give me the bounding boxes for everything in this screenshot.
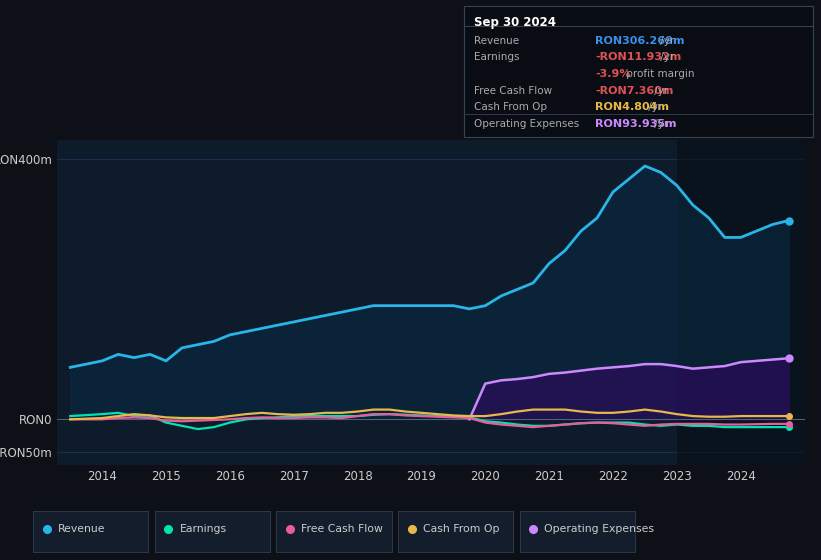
Text: RON4.804m: RON4.804m: [595, 102, 669, 112]
FancyBboxPatch shape: [276, 511, 392, 552]
Text: Earnings: Earnings: [474, 53, 519, 63]
Text: Sep 30 2024: Sep 30 2024: [474, 16, 556, 29]
Text: Free Cash Flow: Free Cash Flow: [301, 524, 383, 534]
Bar: [677, 140, 818, 465]
Text: RON306.269m: RON306.269m: [595, 36, 685, 46]
FancyBboxPatch shape: [398, 511, 513, 552]
Text: /yr: /yr: [651, 86, 668, 96]
Text: Cash From Op: Cash From Op: [474, 102, 547, 112]
Text: -3.9%: -3.9%: [595, 69, 631, 79]
FancyBboxPatch shape: [520, 511, 635, 552]
Text: -RON7.360m: -RON7.360m: [595, 86, 673, 96]
Text: /yr: /yr: [651, 119, 668, 129]
Text: profit margin: profit margin: [623, 69, 695, 79]
Text: /yr: /yr: [657, 36, 674, 46]
Text: -RON11.932m: -RON11.932m: [595, 53, 681, 63]
FancyBboxPatch shape: [33, 511, 149, 552]
Text: /yr: /yr: [657, 53, 674, 63]
Text: Operating Expenses: Operating Expenses: [474, 119, 579, 129]
Text: Free Cash Flow: Free Cash Flow: [474, 86, 552, 96]
Text: /yr: /yr: [645, 102, 663, 112]
FancyBboxPatch shape: [154, 511, 270, 552]
Text: RON93.935m: RON93.935m: [595, 119, 677, 129]
Text: Earnings: Earnings: [180, 524, 227, 534]
Text: Revenue: Revenue: [57, 524, 105, 534]
Text: Operating Expenses: Operating Expenses: [544, 524, 654, 534]
Text: Cash From Op: Cash From Op: [423, 524, 499, 534]
Text: Revenue: Revenue: [474, 36, 519, 46]
